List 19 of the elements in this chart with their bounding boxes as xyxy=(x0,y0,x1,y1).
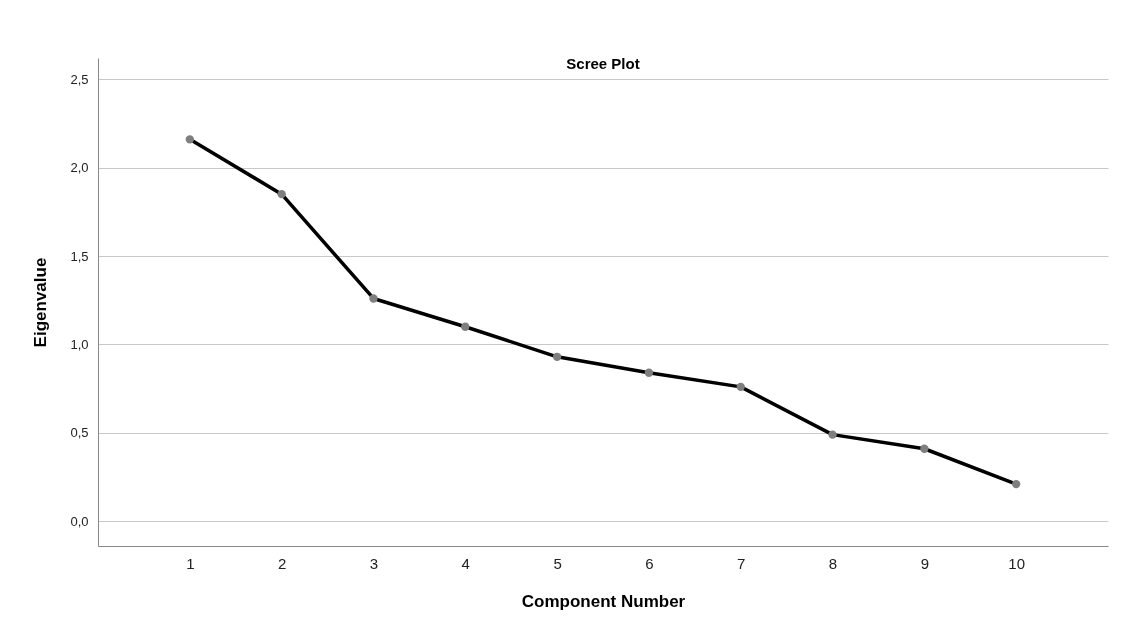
y-tick-label: 1,0 xyxy=(70,336,89,352)
x-tick-label: 4 xyxy=(461,554,470,572)
y-tick-label: 2,0 xyxy=(70,160,89,176)
chart-title: Scree Plot xyxy=(566,55,640,72)
y-axis-title: Eigenvalue xyxy=(31,257,51,348)
x-tick-label: 6 xyxy=(645,554,654,572)
y-tick-label: 2,5 xyxy=(70,71,89,87)
y-tick-label: 0,0 xyxy=(70,513,89,529)
y-tick-label: 1,5 xyxy=(70,248,89,264)
x-tick-label: 1 xyxy=(186,554,195,572)
x-tick-label: 7 xyxy=(737,554,746,572)
x-tick-label: 9 xyxy=(920,554,930,572)
x-tick-label: 8 xyxy=(828,554,838,572)
y-tick-label: 0,5 xyxy=(70,425,89,441)
x-tick-label: 10 xyxy=(1008,554,1026,572)
x-tick-label: 2 xyxy=(277,554,287,572)
x-tick-label: 5 xyxy=(553,554,562,572)
x-axis-title: Component Number xyxy=(521,591,686,611)
x-tick-label: 3 xyxy=(369,554,379,572)
